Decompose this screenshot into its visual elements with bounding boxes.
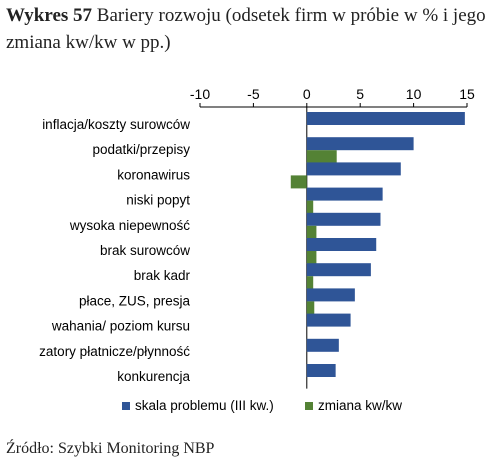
category-label: koronawirus: [117, 167, 190, 182]
x-tick-label: -10: [190, 86, 210, 102]
x-tick-label: 10: [406, 86, 422, 102]
bar-skala-problemu: [306, 288, 355, 302]
bar-zmiana-kw-kw: [306, 200, 314, 214]
x-tick-label: 0: [303, 86, 311, 102]
chart-title: Wykres 57 Bariery rozwoju (odsetek firm …: [6, 2, 492, 56]
bar-zmiana-kw-kw: [306, 225, 317, 239]
category-label: brak surowców: [100, 243, 190, 258]
legend-label: skala problemu (III kw.): [135, 398, 274, 413]
bar-skala-problemu: [306, 212, 381, 226]
category-label: płace, ZUS, presja: [79, 293, 191, 308]
legend-label: zmiana kw/kw: [318, 398, 402, 413]
category-label: wysoka niepewność: [69, 218, 190, 233]
bar-skala-problemu: [306, 263, 371, 277]
bar-zmiana-kw-kw: [306, 301, 315, 315]
source-note: Źródło: Szybki Monitoring NBP: [6, 440, 215, 457]
category-label: brak kadr: [134, 268, 191, 283]
bar-skala-problemu: [306, 338, 339, 352]
category-label: niski popyt: [126, 193, 190, 208]
bar-zmiana-kw-kw: [306, 276, 314, 290]
chart-title-text: Bariery rozwoju (odsetek firm w próbie w…: [6, 5, 486, 53]
x-tick-label: 15: [459, 86, 475, 102]
bar-skala-problemu: [306, 364, 336, 377]
legend-swatch: [122, 402, 130, 410]
bar-skala-problemu: [306, 162, 401, 176]
category-label: konkurencja: [117, 369, 190, 384]
x-tick-label: -5: [247, 86, 260, 102]
bar-zmiana-kw-kw: [306, 251, 317, 264]
legend: skala problemu (III kw.) zmiana kw/kw: [122, 398, 402, 413]
bars: [290, 112, 465, 377]
category-label: wahania/ poziom kursu: [51, 319, 190, 334]
bar-chart: -10 -5 0 5 10 15 inflacja/koszty surowców poda…: [39, 86, 475, 413]
bar-skala-problemu: [306, 313, 351, 327]
bar-zmiana-kw-kw: [290, 175, 307, 189]
category-label: zatory płatnicze/płynność: [39, 344, 190, 359]
legend-swatch: [305, 402, 313, 410]
category-labels: inflacja/koszty surowców podatki/przepisy…: [39, 117, 190, 384]
bar-skala-problemu: [306, 112, 465, 125]
bar-skala-problemu: [306, 238, 377, 251]
bar-skala-problemu: [306, 187, 383, 201]
category-label: podatki/przepisy: [92, 142, 190, 157]
category-label: inflacja/koszty surowców: [42, 117, 190, 132]
x-tick-label: 5: [356, 86, 364, 102]
chart-title-number: Wykres 57: [6, 5, 93, 26]
bar-zmiana-kw-kw: [306, 150, 337, 164]
bar-skala-problemu: [306, 137, 414, 151]
